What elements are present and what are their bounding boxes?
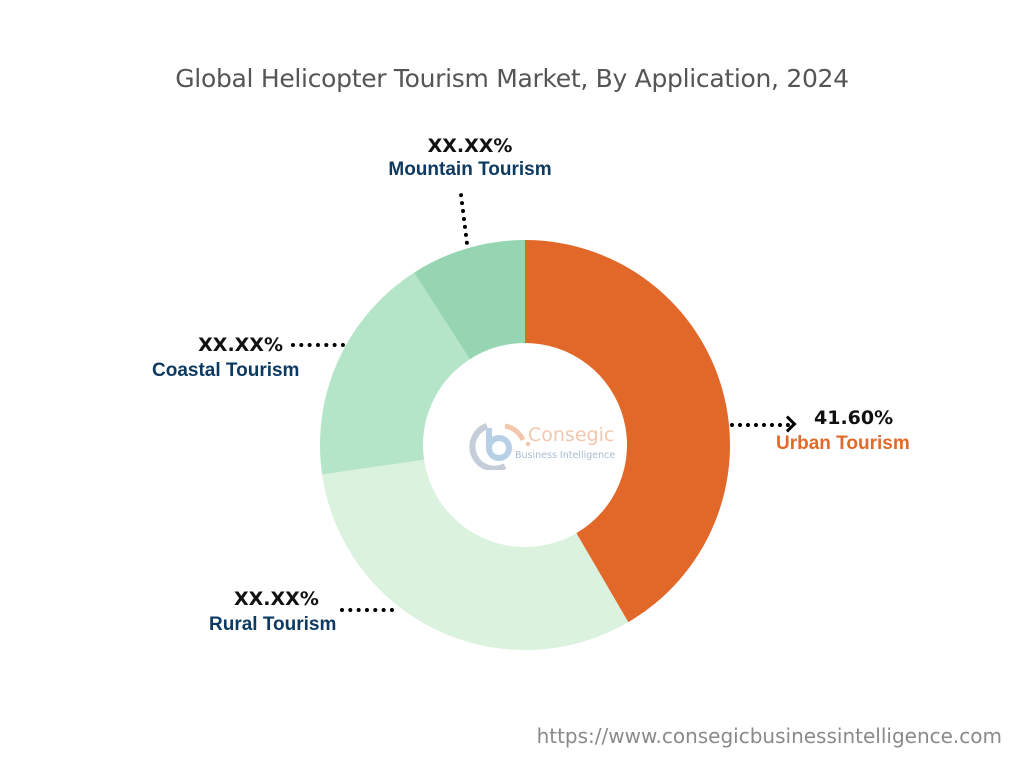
- label-rural: XX.XX% Rural Tourism: [200, 588, 360, 636]
- label-mountain: XX.XX% Mountain Tourism: [360, 135, 580, 181]
- donut-slice-coastal-tourism: [320, 272, 470, 475]
- label-coastal-name: Coastal Tourism: [152, 360, 300, 381]
- watermark-tagline: Business Intelligence: [515, 450, 616, 461]
- label-urban-name: Urban Tourism: [776, 433, 910, 454]
- leader-line-coastal: [291, 343, 345, 347]
- label-urban-pct: 41.60%: [814, 407, 894, 429]
- leader-line-urban: [730, 423, 790, 427]
- label-coastal: XX.XX% Coastal Tourism: [140, 334, 325, 382]
- donut-slice-rural-tourism: [322, 459, 629, 650]
- label-rural-pct: XX.XX%: [234, 588, 319, 610]
- chart-title: Global Helicopter Tourism Market, By App…: [175, 64, 849, 93]
- leader-line-rural: [340, 608, 394, 612]
- label-mountain-pct: XX.XX%: [427, 135, 513, 157]
- donut-slice-mountain-tourism: [414, 240, 525, 360]
- donut-slice-urban-tourism: [525, 240, 730, 623]
- label-coastal-pct: XX.XX%: [198, 334, 283, 356]
- label-rural-name: Rural Tourism: [209, 614, 337, 635]
- label-urban: 41.60% Urban Tourism: [770, 407, 930, 455]
- watermark-brand: Consegic: [528, 424, 615, 446]
- cb-logo-icon: [469, 423, 531, 470]
- label-mountain-name: Mountain Tourism: [388, 159, 552, 180]
- source-url: https://www.consegicbusinessintelligence…: [536, 724, 1002, 748]
